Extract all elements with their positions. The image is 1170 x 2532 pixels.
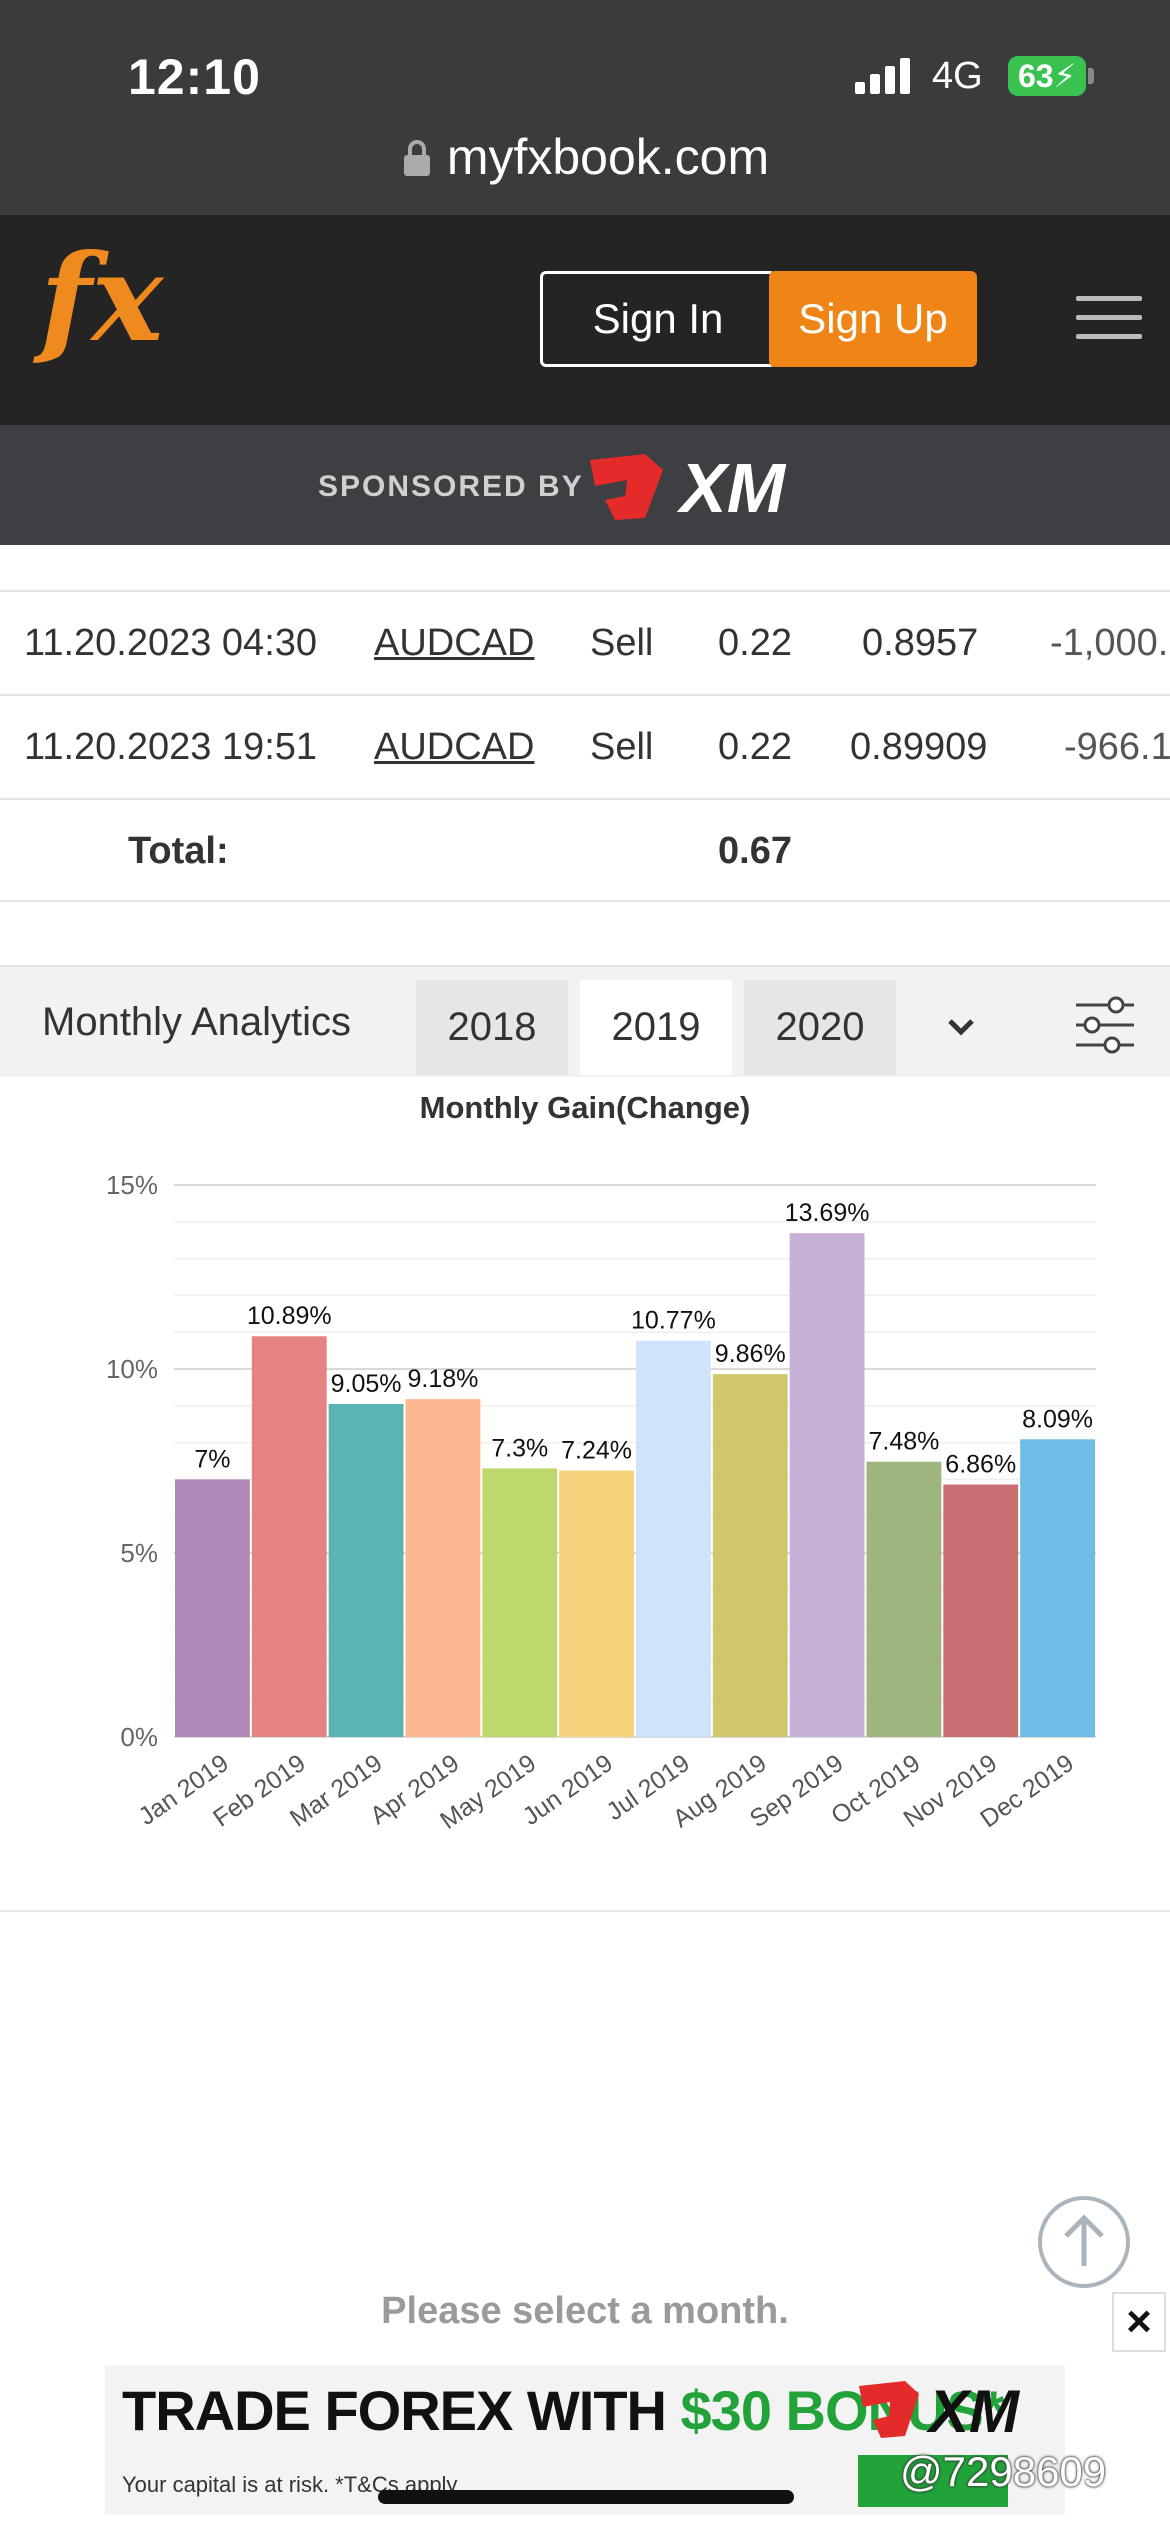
bar [559, 1470, 634, 1737]
ad-cta-button[interactable] [858, 2455, 1008, 2507]
arrow-up-icon [1064, 2214, 1104, 2266]
monthly-gain-chart: Monthly Gain(Change) 0% 5% 10% 15% 7% 10.89%… [106, 1090, 1096, 1835]
y-tick-label: 10% [106, 1354, 158, 1384]
bar [405, 1399, 481, 1737]
chart-y-ticks: 0% 5% 10% 15% [106, 1170, 158, 1752]
data-label: 9.18% [407, 1365, 478, 1393]
trade-action: Sell [590, 726, 654, 768]
select-month-message: Please select a month. [381, 2290, 789, 2332]
y-tick-label: 15% [106, 1170, 158, 1200]
network-type: 4G [932, 55, 983, 97]
year-tab-2019[interactable]: 2019 [580, 980, 732, 1075]
site-logo[interactable]: fx [40, 228, 164, 369]
data-label: 8.09% [1022, 1405, 1093, 1433]
trade-profit: -966.1 [1064, 726, 1170, 768]
bar [943, 1484, 1019, 1737]
data-label: 7.3% [491, 1434, 548, 1462]
data-label: 9.86% [715, 1340, 786, 1368]
trade-date: 11.20.2023 04:30 [24, 622, 318, 664]
table-row[interactable]: 11.20.2023 19:51 AUDCAD Sell 0.22 0.8990… [0, 696, 1170, 800]
signal-icon [855, 58, 910, 94]
data-label: 13.69% [785, 1199, 870, 1227]
bar [712, 1374, 788, 1737]
status-time: 12:10 [128, 49, 261, 105]
battery-icon: 63⚡ [1008, 56, 1086, 96]
bar [251, 1336, 327, 1737]
trade-profit: -1,000. [1050, 622, 1169, 664]
bar [482, 1468, 558, 1737]
y-tick-label: 5% [120, 1538, 158, 1568]
table-total-row: Total: 0.67 [0, 800, 1170, 902]
sign-up-button[interactable]: Sign Up [769, 271, 977, 367]
bar [1020, 1439, 1095, 1737]
trade-symbol-link[interactable]: AUDCAD [374, 726, 535, 768]
url-bar[interactable]: myfxbook.com [0, 128, 1170, 186]
data-label: 10.77% [631, 1307, 716, 1335]
lock-icon [403, 140, 430, 176]
bar [866, 1461, 942, 1737]
ad-xm-logo: XM [855, 2376, 1055, 2451]
battery-tip [1088, 68, 1094, 84]
sign-in-button[interactable]: Sign In [540, 271, 776, 367]
bar [328, 1403, 404, 1737]
bar [789, 1233, 865, 1737]
data-label: 10.89% [247, 1302, 332, 1330]
bar [175, 1479, 250, 1737]
trade-action: Sell [590, 622, 654, 664]
table-row[interactable]: 11.20.2023 04:30 AUDCAD Sell 0.22 0.8957… [0, 592, 1170, 696]
xm-sponsor-logo[interactable]: XM [585, 449, 835, 527]
chevron-down-icon[interactable] [946, 1017, 976, 1037]
ad-bonus: $30 BONUS* [680, 2379, 1005, 2442]
data-label: 6.86% [945, 1451, 1016, 1479]
data-label: 7.24% [561, 1437, 632, 1465]
total-label: Total: [128, 830, 229, 872]
ad-brand: XM [926, 2378, 1021, 2445]
url-text: myfxbook.com [446, 129, 770, 185]
home-indicator[interactable] [378, 2490, 794, 2504]
trade-symbol-link[interactable]: AUDCAD [374, 622, 535, 664]
data-label: 7.48% [868, 1428, 939, 1456]
trade-date: 11.20.2023 19:51 [24, 726, 318, 768]
y-tick-label: 0% [120, 1722, 158, 1752]
trade-lots: 0.22 [718, 726, 792, 768]
status-bar [0, 0, 1170, 215]
trade-lots: 0.22 [718, 622, 792, 664]
trade-price: 0.8957 [862, 622, 979, 664]
total-lots: 0.67 [718, 830, 792, 872]
trade-price: 0.89909 [850, 726, 988, 768]
sponsor-bar [0, 425, 1170, 545]
sponsored-by-label: SPONSORED BY [318, 470, 584, 503]
battery-level: 63 [1017, 58, 1054, 94]
ad-headline: TRADE FOREX WITH $30 BONUS* [122, 2378, 1005, 2443]
chart-grid [174, 1184, 1096, 1738]
watermark: @7298609 [900, 2448, 1107, 2495]
chart-bars [175, 1233, 1095, 1737]
year-tab-2018[interactable]: 2018 [416, 980, 568, 1075]
bar [636, 1340, 711, 1737]
close-ad-icon[interactable]: × [1112, 2292, 1166, 2352]
ad-headline-prefix: TRADE FOREX WITH [122, 2379, 681, 2442]
table-row-partial [0, 545, 1170, 592]
xm-logo-text: XM [676, 450, 787, 522]
year-tab-2020[interactable]: 2020 [744, 980, 896, 1075]
month-detail-panel [0, 1910, 1170, 2342]
monthly-analytics-title: Monthly Analytics [42, 1000, 352, 1044]
data-label: 7% [194, 1445, 230, 1473]
scroll-to-top-button[interactable] [1038, 2196, 1130, 2288]
data-label: 9.05% [331, 1370, 402, 1398]
chart-title: Monthly Gain(Change) [420, 1090, 751, 1125]
chart-data-labels: 7% 10.89% 9.05% 9.18% 7.3% 7.24% 10.77% 9.86% 13… [194, 1199, 1093, 1478]
hamburger-menu-icon[interactable] [1076, 296, 1142, 340]
filter-settings-icon[interactable] [1074, 995, 1136, 1055]
